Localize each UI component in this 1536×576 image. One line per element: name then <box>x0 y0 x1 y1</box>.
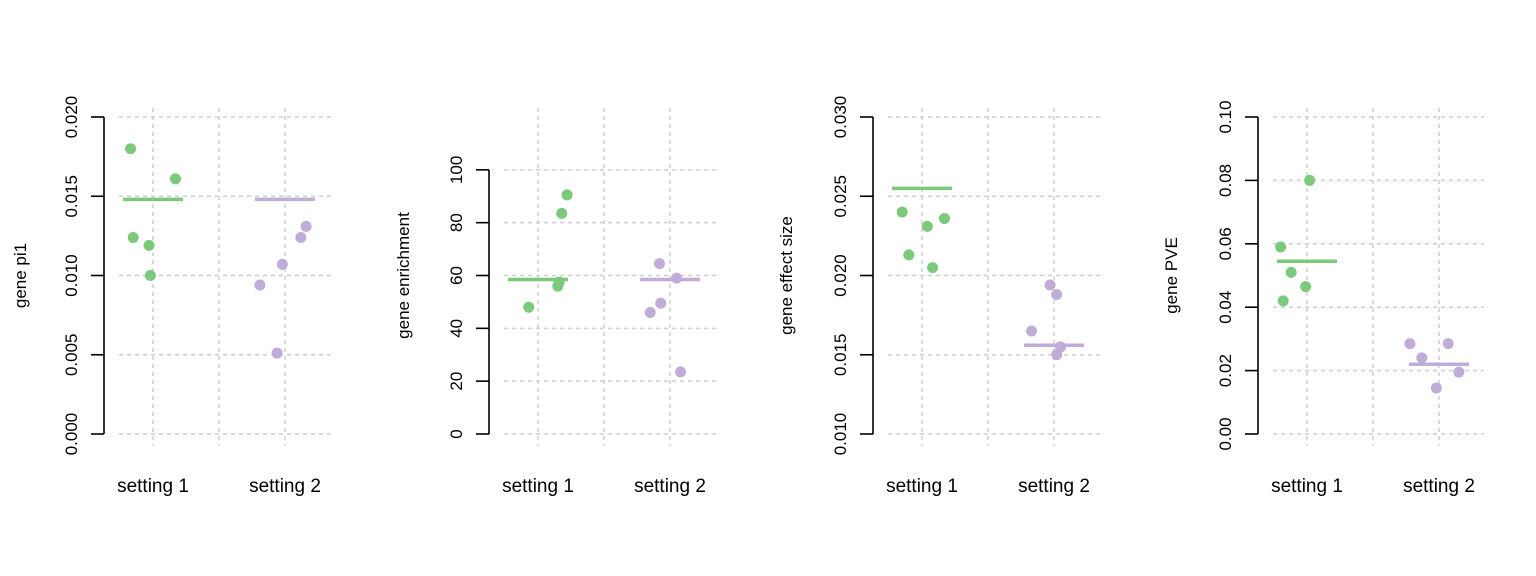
y-tick-label: 0.10 <box>1216 100 1235 133</box>
data-point <box>1304 174 1316 186</box>
y-tick-label: 0.030 <box>831 96 850 139</box>
data-point <box>1026 325 1038 337</box>
y-tick-label: 20 <box>447 372 466 391</box>
y-tick-label: 0.015 <box>62 175 81 218</box>
y-tick-label: 0.020 <box>831 254 850 297</box>
data-point <box>1416 352 1428 364</box>
data-point <box>1300 281 1312 293</box>
y-tick-label: 0.06 <box>1216 227 1235 260</box>
data-point <box>1051 289 1063 301</box>
y-axis-label: gene PVE <box>1162 237 1181 314</box>
y-tick-label: 80 <box>447 213 466 232</box>
data-point <box>276 258 288 270</box>
data-point <box>1404 338 1416 350</box>
data-point <box>1044 279 1056 291</box>
x-category-label: setting 2 <box>249 476 321 497</box>
data-point <box>1430 382 1442 394</box>
x-category-label: setting 2 <box>1403 476 1475 497</box>
y-tick-label: 0.020 <box>62 96 81 139</box>
data-point <box>653 258 665 270</box>
data-point <box>655 297 667 309</box>
data-point <box>143 239 155 251</box>
data-point <box>1453 366 1465 378</box>
y-tick-label: 0.025 <box>831 175 850 218</box>
y-tick-label: 0.005 <box>62 333 81 376</box>
data-point <box>556 207 568 219</box>
panel-1: 0.000 0.005 0.010 0.015 0.020 gene pi1 setting… <box>11 96 335 497</box>
x-category-label: setting 1 <box>1271 476 1343 497</box>
x-category-label: setting 1 <box>117 476 189 497</box>
x-category-label: setting 1 <box>502 476 574 497</box>
x-category-label: setting 2 <box>634 476 706 497</box>
data-point <box>671 272 683 284</box>
data-point <box>295 231 307 243</box>
data-point <box>1277 295 1289 307</box>
data-point <box>896 206 908 218</box>
data-point <box>254 279 266 291</box>
data-point <box>1285 266 1297 278</box>
data-point <box>1442 338 1454 350</box>
data-point <box>675 366 687 378</box>
y-axis-label: gene enrichment <box>394 212 413 339</box>
data-point <box>1055 341 1067 353</box>
y-tick-label: 0.010 <box>831 413 850 456</box>
y-tick-label: 0.010 <box>62 254 81 297</box>
data-point <box>553 276 565 288</box>
data-point <box>523 301 535 313</box>
panel-2: 0 20 40 60 80 100 gene enrichment setting 1 sett… <box>394 108 716 497</box>
y-tick-label: 40 <box>447 319 466 338</box>
y-tick-label: 0.04 <box>1216 291 1235 324</box>
y-tick-label: 0.000 <box>62 413 81 456</box>
data-point <box>169 173 181 185</box>
x-category-label: setting 2 <box>1018 476 1090 497</box>
x-category-label: setting 1 <box>886 476 958 497</box>
y-tick-label: 0.00 <box>1216 417 1235 450</box>
y-tick-label: 60 <box>447 266 466 285</box>
data-point <box>644 306 656 318</box>
data-point <box>1275 241 1287 253</box>
data-point <box>938 212 950 224</box>
data-point <box>127 231 139 243</box>
data-point <box>561 189 573 201</box>
y-tick-label: 0.015 <box>831 333 850 376</box>
data-point <box>921 220 933 232</box>
data-point <box>903 249 915 261</box>
y-tick-label: 100 <box>447 156 466 184</box>
y-tick-label: 0 <box>447 429 466 438</box>
data-point <box>271 347 283 359</box>
y-tick-label: 0.02 <box>1216 354 1235 387</box>
data-point <box>144 270 156 281</box>
data-point <box>125 143 137 155</box>
data-point <box>300 220 312 232</box>
panel-4: 0.00 0.02 0.04 0.06 0.08 0.10 gene PVE setting … <box>1162 100 1484 497</box>
y-tick-label: 0.08 <box>1216 164 1235 197</box>
panel-3: 0.010 0.015 0.020 0.025 0.030 gene effect siz… <box>777 96 1100 497</box>
y-axis-label: gene pi1 <box>11 243 30 308</box>
data-point <box>927 262 939 274</box>
y-axis-label: gene effect size <box>777 216 796 335</box>
